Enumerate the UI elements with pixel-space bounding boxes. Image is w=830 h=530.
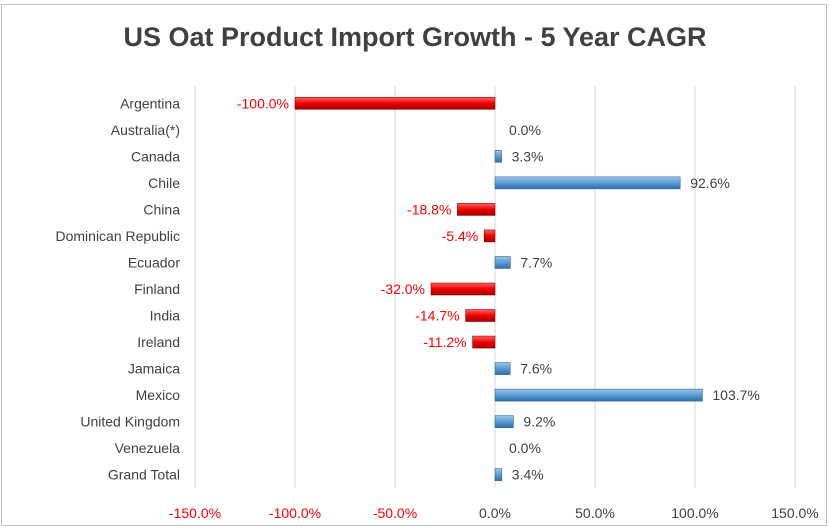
category-label: Finland	[134, 281, 180, 297]
category-label: Argentina	[120, 95, 180, 111]
category-label: United Kingdom	[80, 414, 180, 430]
bar	[494, 362, 511, 375]
category-label: Chile	[148, 175, 180, 191]
data-label: 92.6%	[690, 175, 730, 191]
category-label: India	[150, 308, 181, 324]
category-label: Grand Total	[108, 467, 180, 483]
bar	[472, 335, 496, 349]
data-label: -32.0%	[381, 281, 425, 297]
category-label: Ecuador	[128, 254, 180, 270]
bar	[494, 150, 502, 163]
bar	[494, 176, 681, 190]
data-label: 0.0%	[509, 122, 541, 138]
data-label: 3.4%	[512, 467, 544, 483]
x-tick-label: -50.0%	[373, 505, 417, 521]
bar	[494, 256, 511, 269]
data-label: 7.7%	[520, 254, 552, 270]
chart-frame	[1, 4, 827, 526]
bar	[494, 388, 703, 402]
bar	[483, 229, 496, 243]
data-label: 0.0%	[509, 440, 541, 456]
data-label: -14.7%	[415, 308, 459, 324]
data-label: 3.3%	[512, 148, 544, 164]
data-label: 7.6%	[520, 361, 552, 377]
category-label: China	[143, 201, 180, 217]
data-label: -100.0%	[237, 95, 289, 111]
category-label: Mexico	[136, 387, 181, 403]
category-label: Dominican Republic	[55, 228, 180, 244]
x-tick-label: 150.0%	[771, 505, 818, 521]
bar	[494, 415, 514, 428]
data-label: -5.4%	[442, 228, 479, 244]
chart-title: US Oat Product Import Growth - 5 Year CA…	[123, 22, 707, 52]
data-label: 103.7%	[712, 387, 759, 403]
x-tick-label: 100.0%	[671, 505, 718, 521]
data-label: 9.2%	[523, 414, 555, 430]
category-label: Canada	[131, 148, 180, 164]
x-tick-label: -100.0%	[269, 505, 321, 521]
category-label: Venezuela	[115, 440, 181, 456]
data-label: -18.8%	[407, 201, 451, 217]
bar	[494, 468, 503, 482]
bar	[465, 309, 496, 322]
x-tick-label: 50.0%	[575, 505, 615, 521]
bar	[294, 96, 496, 110]
x-tick-label: -150.0%	[169, 505, 221, 521]
category-label: Ireland	[137, 334, 180, 350]
bar	[430, 282, 496, 296]
category-label: Australia(*)	[111, 122, 180, 138]
data-label: -11.2%	[423, 334, 466, 350]
category-label: Jamaica	[128, 361, 180, 377]
x-tick-label: 0.0%	[479, 505, 511, 521]
bar	[457, 203, 496, 216]
